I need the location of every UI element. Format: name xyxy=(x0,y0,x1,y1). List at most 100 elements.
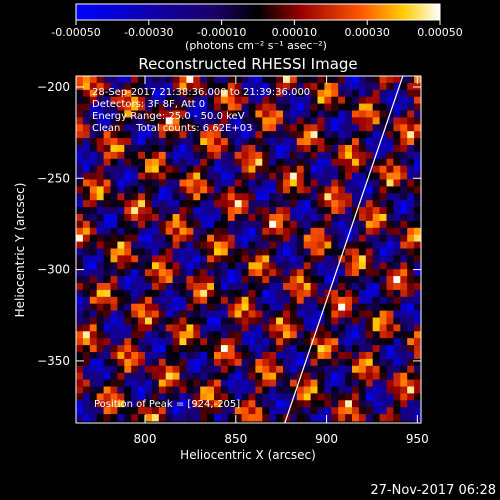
heatmap-cell xyxy=(241,400,249,408)
heatmap-cell xyxy=(96,207,104,215)
heatmap-cell xyxy=(393,103,401,111)
heatmap-cell xyxy=(131,248,139,256)
heatmap-cell xyxy=(317,227,325,236)
heatmap-cell xyxy=(276,172,284,180)
heatmap-cell xyxy=(220,386,229,394)
heatmap-cell xyxy=(317,214,325,222)
heatmap-cell xyxy=(393,200,401,208)
heatmap-cell xyxy=(407,310,415,318)
heatmap-cell xyxy=(124,151,132,160)
heatmap-cell xyxy=(317,186,325,194)
heatmap-cell xyxy=(289,262,298,270)
heatmap-cell xyxy=(227,207,236,215)
heatmap-cell xyxy=(117,172,125,180)
heatmap-cell xyxy=(76,248,84,256)
heatmap-cell xyxy=(76,365,84,374)
heatmap-cell xyxy=(365,317,374,325)
heatmap-cell xyxy=(89,352,98,360)
heatmap-cell xyxy=(138,352,146,360)
heatmap-cell xyxy=(407,145,415,153)
heatmap-cell xyxy=(331,227,339,236)
heatmap-cell xyxy=(379,407,387,415)
heatmap-cell xyxy=(255,193,263,201)
heatmap-cell xyxy=(103,110,111,118)
heatmap-cell xyxy=(145,276,153,284)
heatmap-cell xyxy=(345,407,353,415)
heatmap-cell xyxy=(151,303,160,311)
heatmap-cell xyxy=(227,310,236,318)
heatmap-cell xyxy=(179,317,187,325)
heatmap-cell xyxy=(110,276,118,284)
heatmap-cell xyxy=(386,207,394,215)
heatmap-cell xyxy=(255,179,263,187)
heatmap-cell xyxy=(165,248,173,256)
heatmap-cell xyxy=(227,172,236,180)
heatmap-cell xyxy=(131,296,139,305)
heatmap-cell xyxy=(227,76,236,84)
heatmap-cell xyxy=(103,400,111,408)
heatmap-cell xyxy=(179,172,187,180)
heatmap-cell xyxy=(186,393,194,401)
heatmap-cell xyxy=(234,131,242,139)
heatmap-cell xyxy=(89,151,98,160)
heatmap-cell xyxy=(76,255,84,263)
heatmap-cell xyxy=(303,227,311,236)
heatmap-cell xyxy=(82,193,91,201)
heatmap-cell xyxy=(241,358,249,367)
heatmap-cell xyxy=(289,338,298,346)
heatmap-cell xyxy=(379,214,387,222)
heatmap-cell xyxy=(131,165,139,173)
heatmap-cell xyxy=(220,372,229,380)
heatmap-cell xyxy=(110,117,118,125)
heatmap-cell xyxy=(172,145,180,153)
heatmap-cell xyxy=(331,400,339,408)
heatmap-cell xyxy=(345,214,353,222)
heatmap-cell xyxy=(352,138,360,146)
heatmap-cell xyxy=(124,269,132,277)
heatmap-cell xyxy=(372,227,380,236)
heatmap-cell xyxy=(338,82,346,91)
heatmap-cell xyxy=(358,110,367,118)
heatmap-cell xyxy=(255,400,263,408)
heatmap-cell xyxy=(158,131,167,139)
heatmap-cell xyxy=(158,331,167,339)
heatmap-cell xyxy=(220,400,229,408)
heatmap-cell xyxy=(345,331,353,339)
heatmap-cell xyxy=(200,352,208,360)
heatmap-cell xyxy=(345,96,353,104)
heatmap-cell xyxy=(303,400,311,408)
heatmap-cell xyxy=(365,262,374,270)
heatmap-cell xyxy=(172,269,180,277)
heatmap-cell xyxy=(193,165,201,173)
heatmap-cell xyxy=(317,124,325,132)
heatmap-cell xyxy=(234,138,242,146)
heatmap-cell xyxy=(262,255,270,263)
heatmap-cell xyxy=(158,179,167,187)
heatmap-cell xyxy=(131,372,139,380)
heatmap-cell xyxy=(220,227,229,236)
heatmap-cell xyxy=(193,352,201,360)
heatmap-cell xyxy=(400,145,408,153)
heatmap-cell xyxy=(220,165,229,173)
heatmap-cell xyxy=(138,310,146,318)
heatmap-cell xyxy=(296,165,305,173)
heatmap-cell xyxy=(269,151,277,160)
heatmap-cell xyxy=(138,110,146,118)
heatmap-cell xyxy=(276,145,284,153)
heatmap-cell xyxy=(283,338,291,346)
heatmap-cell xyxy=(386,172,394,180)
heatmap-cell xyxy=(117,296,125,305)
heatmap-cell xyxy=(324,303,332,311)
heatmap-cell xyxy=(386,179,394,187)
heatmap-cell xyxy=(151,407,160,415)
heatmap-cell xyxy=(269,145,277,153)
heatmap-cell xyxy=(358,179,367,187)
heatmap-cell xyxy=(331,262,339,270)
heatmap-cell xyxy=(207,262,215,270)
heatmap-cell xyxy=(151,158,160,167)
heatmap-cell xyxy=(76,400,84,408)
heatmap-cell xyxy=(372,248,380,256)
heatmap-cell xyxy=(241,338,249,346)
heatmap-cell xyxy=(289,365,298,374)
heatmap-cell xyxy=(234,179,242,187)
